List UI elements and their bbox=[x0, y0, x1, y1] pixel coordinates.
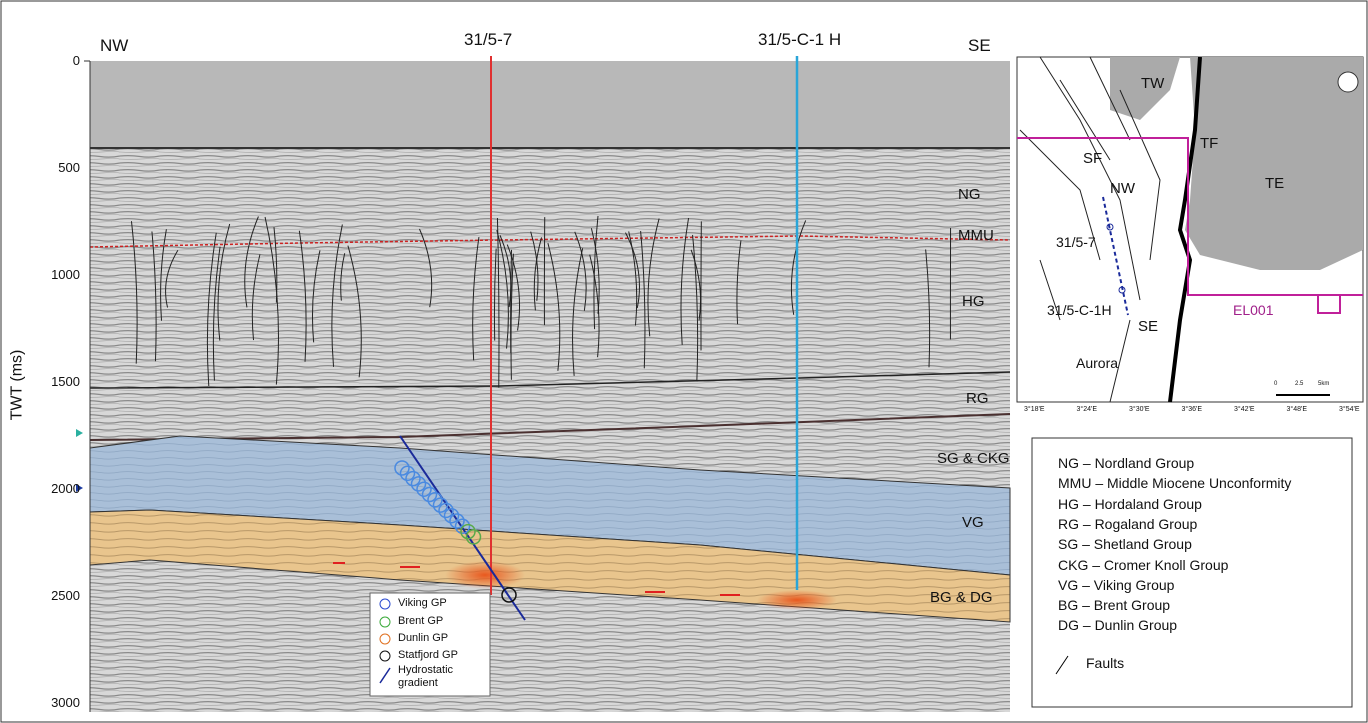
map-label: 31/5-7 bbox=[1056, 234, 1096, 250]
direction-label: SE bbox=[968, 36, 991, 56]
unit-label: NG bbox=[958, 186, 981, 203]
y-tick-label: 1500 bbox=[51, 374, 80, 389]
unit-label: VG bbox=[962, 514, 984, 531]
page: NW SE 31/5-7 31/5-C-1 H TWT (ms) 0 500 100… bbox=[0, 0, 1368, 723]
map-label: TF bbox=[1200, 135, 1218, 152]
lon-tick-label: 3°18'E bbox=[1024, 406, 1044, 413]
key-item: HG – Hordaland Group bbox=[1058, 496, 1202, 512]
key-item: NG – Nordland Group bbox=[1058, 455, 1194, 471]
map-label: NW bbox=[1110, 180, 1135, 197]
map-label: SE bbox=[1138, 318, 1158, 335]
unit-label: MMU bbox=[958, 227, 994, 244]
well-label: 31/5-C-1 H bbox=[758, 30, 841, 50]
map-label: Aurora bbox=[1076, 355, 1118, 371]
legend-item: Dunlin GP bbox=[398, 632, 448, 644]
unit-label: RG bbox=[966, 390, 989, 407]
lon-tick-label: 3°42'E bbox=[1234, 406, 1254, 413]
legend-item: Hydrostatic gradient bbox=[398, 664, 468, 690]
unit-label: HG bbox=[962, 293, 985, 310]
map-label: SF bbox=[1083, 150, 1102, 167]
unit-label: BG & DG bbox=[930, 589, 993, 606]
y-tick-label: 3000 bbox=[51, 695, 80, 710]
y-tick-label: 1000 bbox=[51, 267, 80, 282]
map-label: TE bbox=[1265, 175, 1284, 192]
map-label: 31/5-C-1H bbox=[1047, 302, 1112, 318]
y-tick-label: 2500 bbox=[51, 588, 80, 603]
key-item: Faults bbox=[1086, 655, 1124, 671]
map-label: TW bbox=[1141, 75, 1164, 92]
y-tick-label: 2000 bbox=[51, 481, 80, 496]
lon-tick-label: 3°36'E bbox=[1182, 406, 1202, 413]
scale-label: 5km bbox=[1318, 381, 1329, 387]
lon-tick-label: 3°30'E bbox=[1129, 406, 1149, 413]
key-item: DG – Dunlin Group bbox=[1058, 617, 1177, 633]
scale-label: 0 bbox=[1274, 381, 1277, 387]
unit-label: SG & CKG bbox=[937, 450, 1010, 467]
well-label: 31/5-7 bbox=[464, 30, 512, 50]
legend-item: Brent GP bbox=[398, 615, 443, 627]
axis-label: TWT (ms) bbox=[8, 350, 26, 421]
key-item: MMU – Middle Miocene Unconformity bbox=[1058, 475, 1291, 491]
key-item: CKG – Cromer Knoll Group bbox=[1058, 557, 1228, 573]
figure bbox=[0, 0, 1368, 723]
key-item: VG – Viking Group bbox=[1058, 577, 1174, 593]
legend-item: Viking GP bbox=[398, 597, 447, 609]
y-tick-label: 0 bbox=[73, 53, 80, 68]
y-tick-label: 500 bbox=[58, 160, 80, 175]
legend-item: Statfjord GP bbox=[398, 649, 458, 661]
lon-tick-label: 3°54'E bbox=[1339, 406, 1359, 413]
key-item: SG – Shetland Group bbox=[1058, 536, 1192, 552]
map-label: EL001 bbox=[1233, 302, 1273, 318]
direction-label: NW bbox=[100, 36, 128, 56]
lon-tick-label: 3°24'E bbox=[1077, 406, 1097, 413]
key-item: BG – Brent Group bbox=[1058, 597, 1170, 613]
lon-tick-label: 3°48'E bbox=[1287, 406, 1307, 413]
key-item: RG – Rogaland Group bbox=[1058, 516, 1197, 532]
scale-label: 2.5 bbox=[1295, 381, 1303, 387]
